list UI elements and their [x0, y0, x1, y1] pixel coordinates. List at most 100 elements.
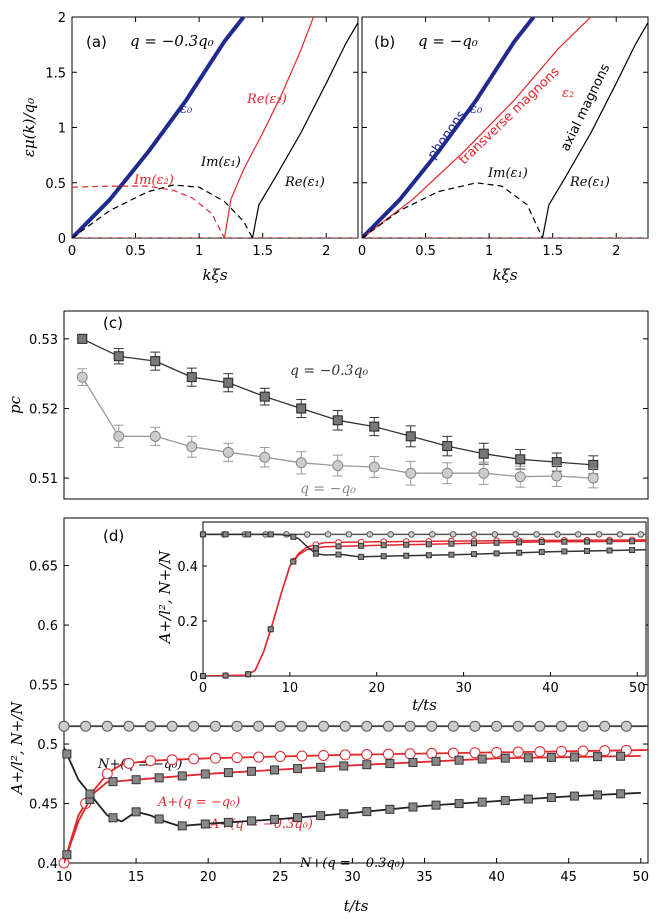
data-point: [385, 759, 395, 769]
label-reeps1-b: Re(ε₁): [569, 175, 610, 190]
data-point: [587, 472, 599, 484]
data-point: [447, 720, 459, 732]
x-tick-label: 35: [416, 870, 433, 885]
data-point: [339, 749, 351, 761]
inset-data-point: [616, 531, 624, 538]
x-tick-label: 15: [128, 870, 145, 885]
x-axis-label: kξs: [492, 266, 517, 284]
label-reeps1-a: Re(ε₁): [284, 175, 325, 190]
data-point: [246, 816, 256, 826]
data-point: [454, 799, 464, 809]
data-point: [382, 748, 394, 760]
series-line: [541, 22, 648, 238]
data-point: [80, 720, 92, 732]
data-point: [431, 756, 441, 766]
data-point: [478, 448, 489, 459]
inset-data-point: [471, 551, 478, 558]
inset-data-point: [200, 531, 206, 538]
inset-data-point: [516, 549, 523, 556]
data-point: [123, 720, 135, 732]
x-tick-label: 40: [488, 870, 505, 885]
inset-data-point: [312, 550, 319, 557]
data-point: [593, 752, 603, 762]
data-point: [62, 749, 72, 759]
x-axis-label: t/ts: [344, 897, 369, 915]
data-point: [200, 819, 210, 829]
data-point: [131, 775, 141, 785]
inset-data-point: [448, 540, 455, 547]
x-tick-label: 0.5: [415, 244, 436, 259]
x-tick-label: 1: [485, 244, 493, 259]
x-tick-label: 2: [612, 244, 620, 259]
data-point: [166, 754, 178, 766]
inset-data-point: [408, 531, 415, 538]
data-point: [108, 777, 118, 787]
inset-y-tick-label: 0.2: [177, 615, 198, 630]
y-tick-label: 0.5: [45, 177, 66, 192]
data-point: [222, 446, 234, 458]
data-point: [577, 745, 589, 757]
inset-data-point: [345, 531, 353, 538]
data-point: [426, 720, 438, 732]
data-point: [404, 748, 416, 760]
x-tick-label: 0: [358, 244, 366, 259]
inset-data-point: [606, 538, 613, 545]
data-point: [246, 766, 256, 776]
data-point: [295, 457, 307, 469]
data-point: [500, 796, 510, 806]
inset-x-tick-label: 10: [282, 681, 299, 696]
x-tick-label: 1: [195, 244, 203, 259]
data-point: [85, 789, 95, 799]
data-point: [316, 762, 326, 772]
data-point: [270, 814, 280, 824]
inset-data-point: [387, 531, 394, 538]
data-point: [534, 746, 546, 758]
data-point: [259, 451, 271, 463]
x-tick-label: 10: [56, 870, 73, 885]
inset-data-point: [538, 548, 545, 555]
data-point: [274, 720, 286, 732]
data-point: [166, 720, 178, 732]
inset-data-point: [538, 538, 545, 545]
y-tick-label: 1.5: [45, 66, 66, 81]
inset-data-point: [493, 539, 500, 546]
data-point: [231, 752, 243, 764]
data-point: [369, 421, 380, 432]
data-point: [339, 761, 349, 771]
inset-data-point: [335, 551, 342, 558]
y-tick-label: 2: [58, 11, 66, 26]
data-point: [569, 791, 579, 801]
label-imeps1-b: Im(ε₁): [487, 166, 528, 181]
series-line: [362, 182, 544, 238]
inset-background: [202, 521, 647, 677]
label-d-aq1: A+(q = −q₀): [157, 795, 240, 810]
inset-data-point: [245, 671, 252, 678]
data-point: [361, 720, 373, 732]
series-line: [72, 185, 226, 238]
inset-data-point: [324, 531, 332, 538]
series-line: [362, 17, 536, 238]
data-point: [454, 755, 464, 765]
x-tick-label: 30: [344, 870, 361, 885]
panel-d-label: (d): [103, 527, 124, 545]
data-point: [469, 720, 481, 732]
y-tick-label: 0.53: [29, 333, 58, 348]
x-tick-label: 2: [322, 244, 330, 259]
label-eps2-b: ε₂: [562, 86, 574, 101]
inset-data-point: [429, 531, 436, 538]
inset-x-tick-label: 30: [455, 681, 472, 696]
data-point: [259, 391, 270, 402]
inset-data-point: [290, 533, 297, 540]
inset-data-point: [449, 531, 457, 538]
data-point: [512, 746, 524, 758]
inset-data-point: [629, 547, 636, 554]
y-tick-label: 0: [58, 232, 66, 247]
inset-data-point: [491, 531, 499, 538]
data-point: [62, 850, 72, 860]
data-point: [296, 750, 308, 762]
data-point: [318, 749, 330, 761]
data-point: [491, 720, 503, 732]
label-c-series1: q = −0.3q₀: [290, 363, 369, 379]
inset-data-point: [358, 542, 365, 549]
inset-data-point: [425, 541, 432, 548]
